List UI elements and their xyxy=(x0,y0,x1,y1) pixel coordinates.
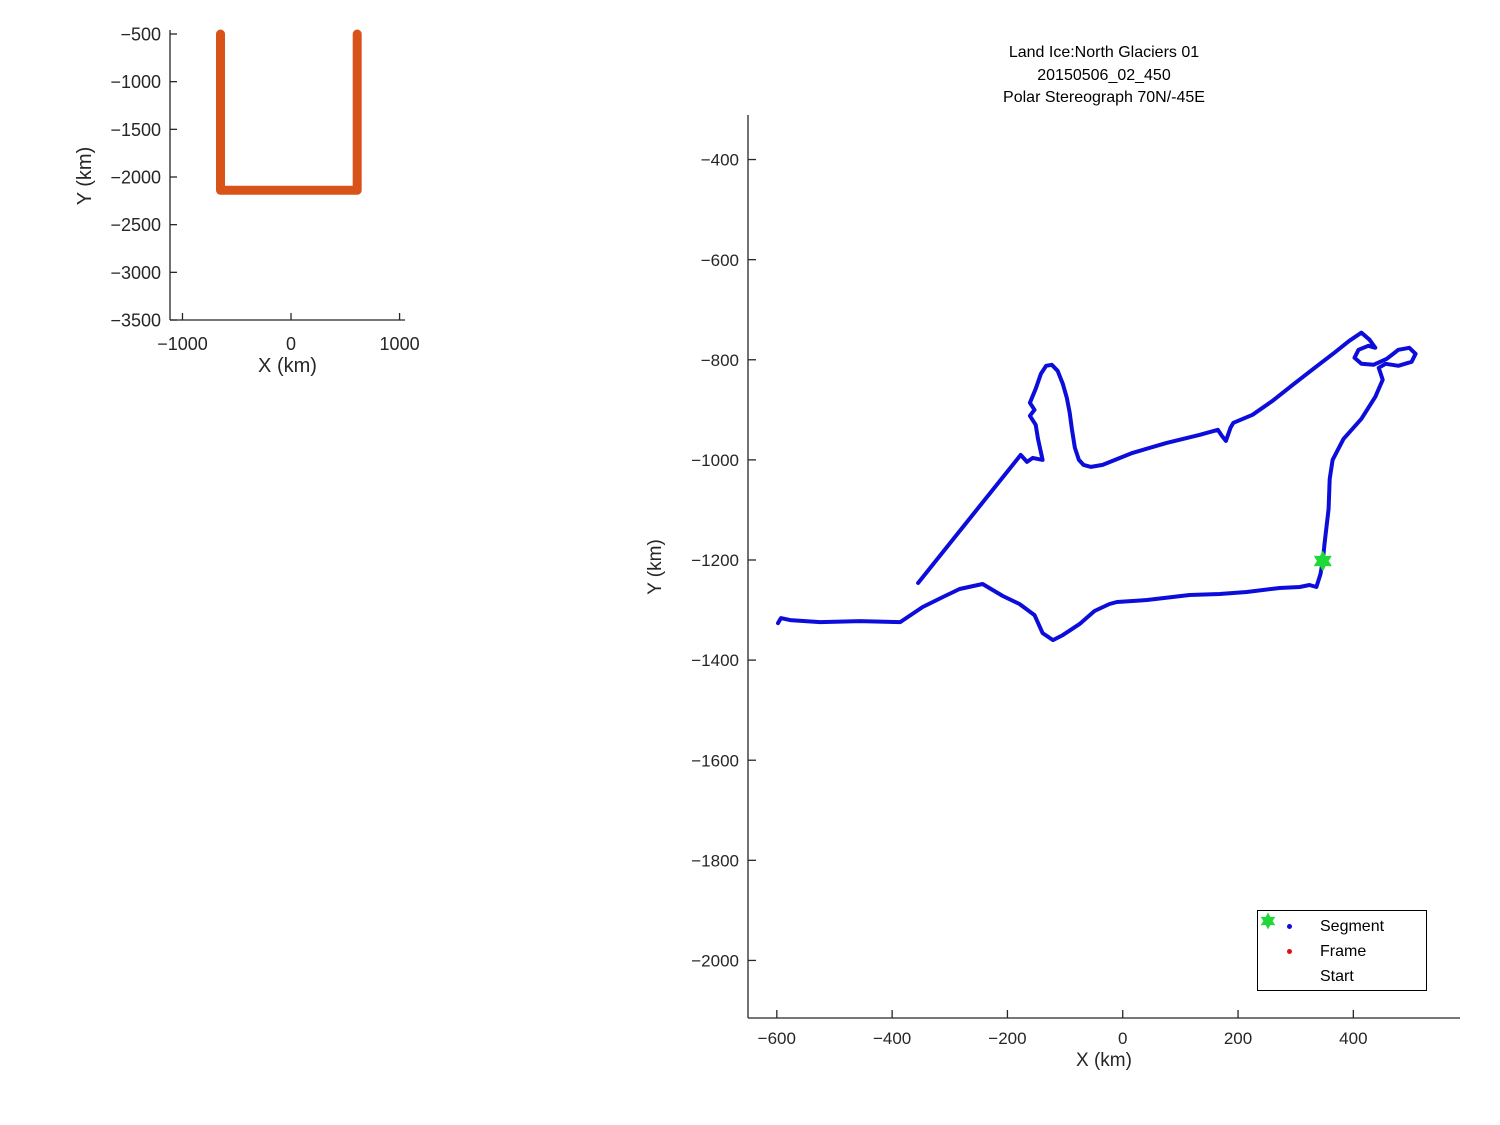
y-tick-label: −1800 xyxy=(691,851,739,870)
y-tick-label: −400 xyxy=(701,151,739,170)
title-line-2: 20150506_02_450 xyxy=(1037,66,1171,84)
x-tick-label: 400 xyxy=(1339,1029,1367,1048)
x-tick-label: 0 xyxy=(1118,1029,1127,1048)
coverage-outline-path xyxy=(216,29,362,195)
dot-marker xyxy=(1286,949,1292,954)
x-tick-label: 0 xyxy=(286,334,296,354)
main-x-axis-label: X (km) xyxy=(1076,1050,1132,1071)
x-tick-label: −1000 xyxy=(157,334,208,354)
legend-row-frame: Frame xyxy=(1258,939,1426,964)
dot-marker xyxy=(1286,924,1292,929)
y-tick-label: −1000 xyxy=(691,451,739,470)
y-tick-label: −1600 xyxy=(691,751,739,770)
overview-y-axis-label: Y (km) xyxy=(74,146,96,206)
x-tick-label: 200 xyxy=(1224,1029,1252,1048)
x-tick-label: −200 xyxy=(988,1029,1026,1048)
legend-label: Segment xyxy=(1320,917,1385,935)
title-line-3: Polar Stereograph 70N/-45E xyxy=(1003,89,1205,106)
y-tick-label: −2000 xyxy=(691,952,739,971)
flight-track-plot: −600 −400 −200 0 200 400−400−600−800−1000−120… xyxy=(691,115,1460,1048)
x-tick-label: −400 xyxy=(873,1029,911,1048)
x-tick-label: 1000 xyxy=(380,334,420,354)
y-tick-label: −1400 xyxy=(691,651,739,670)
y-tick-label: −2000 xyxy=(110,167,161,187)
main-y-axis-label: Y (km) xyxy=(645,539,666,595)
title-line-1: Land Ice:North Glaciers 01 xyxy=(1008,44,1200,61)
segment-path xyxy=(776,330,1418,643)
y-tick-label: −500 xyxy=(120,24,161,44)
legend-label: Frame xyxy=(1320,942,1367,960)
y-tick-label: −1500 xyxy=(110,120,161,140)
hexagram-marker xyxy=(1260,912,1276,930)
segment-dot-icon xyxy=(1258,924,1320,929)
y-tick-label: −1000 xyxy=(110,72,161,92)
start-marker xyxy=(1314,551,1332,571)
legend-row-start: Start xyxy=(1258,912,1426,989)
x-tick-label: −600 xyxy=(758,1029,796,1048)
plot-title: Land Ice:North Glaciers 01 20150506_02_4… xyxy=(748,42,1460,110)
y-tick-label: −3000 xyxy=(110,263,161,283)
legend-label: Start xyxy=(1320,967,1354,985)
legend-box: Segment Frame Start xyxy=(1257,910,1427,991)
overview-x-axis-label: X (km) xyxy=(258,355,317,377)
y-tick-label: −800 xyxy=(701,351,739,370)
frame-dot-icon xyxy=(1258,949,1320,954)
y-tick-label: −1200 xyxy=(691,551,739,570)
legend-row-segment: Segment xyxy=(1258,914,1426,939)
y-tick-label: −2500 xyxy=(110,215,161,235)
overview-plot: −1000 0 1000 −500 −1000 −1500 −2000 −2500 −3000 −… xyxy=(110,24,419,354)
y-tick-label: −3500 xyxy=(110,310,161,330)
y-tick-label: −600 xyxy=(701,251,739,270)
